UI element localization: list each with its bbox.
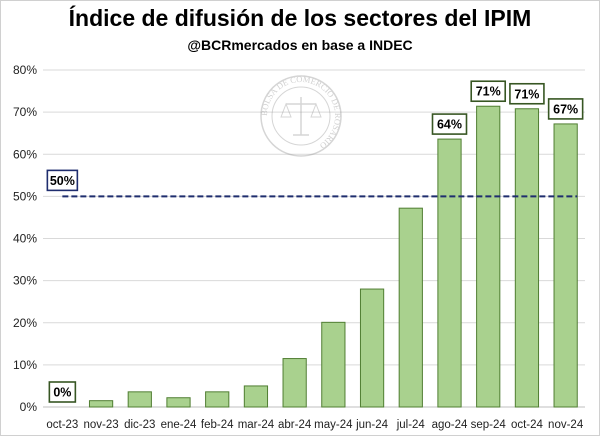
watermark-seal: BOLSA DE COMERCIO DE ROSARIO (259, 74, 343, 157)
x-tick-label: mar-24 (238, 419, 275, 431)
x-axis: oct-23 nov-23 dic-23 ene-24 feb-24 mar-24 abr-… (46, 419, 583, 431)
chart-subtitle: @BCRmercados en base a INDEC (187, 37, 413, 53)
data-label: 0% (53, 386, 71, 400)
y-tick-label: 10% (13, 358, 37, 372)
data-label-box (48, 381, 77, 403)
data-label-box (547, 98, 584, 120)
x-tick-label: dic-23 (124, 419, 155, 431)
bar (282, 358, 307, 408)
reference-line-group: 50% (46, 169, 578, 198)
data-label-box (509, 82, 545, 105)
y-tick-label: 50% (13, 189, 37, 203)
x-tick-label: ago-24 (432, 419, 468, 431)
x-tick-label: feb-24 (201, 419, 234, 431)
x-tick-label: nov-24 (548, 419, 584, 431)
bar (514, 108, 540, 408)
x-tick-label: may-24 (314, 419, 353, 431)
y-tick-label: 60% (13, 147, 37, 161)
bar (476, 105, 501, 408)
gridlines (43, 69, 585, 408)
y-tick-label: 70% (13, 105, 37, 119)
data-label: 71% (476, 85, 501, 99)
x-tick-label: jun-24 (355, 419, 389, 431)
data-label: 71% (514, 87, 539, 101)
bar (321, 321, 346, 408)
data-label: 64% (437, 118, 462, 132)
data-label: 67% (553, 102, 578, 116)
bar (553, 123, 578, 408)
data-labels: 0% 64% 71% 71% 67% (48, 80, 584, 403)
bar (88, 400, 114, 408)
bar (437, 138, 462, 408)
x-tick-label: oct-23 (46, 419, 78, 431)
x-tick-label: ene-24 (161, 419, 197, 431)
y-tick-label: 80% (13, 63, 37, 77)
data-label-box (431, 113, 468, 135)
reference-label-box (46, 169, 79, 192)
bars (88, 105, 578, 408)
x-tick-label: jul-24 (396, 419, 426, 431)
bar (205, 391, 230, 408)
x-tick-label: oct-24 (511, 419, 544, 431)
bar (398, 207, 423, 408)
bar (166, 397, 191, 408)
bar (243, 385, 269, 408)
chart-title: Índice de difusión de los sectores del I… (68, 5, 532, 31)
x-tick-label: abr-24 (278, 419, 312, 431)
bar (359, 288, 385, 408)
x-tick-label: sep-24 (471, 419, 507, 431)
y-tick-label: 30% (13, 274, 37, 288)
bar (127, 391, 152, 408)
y-tick-label: 20% (13, 316, 37, 330)
x-tick-label: nov-23 (83, 419, 118, 431)
y-tick-label: 40% (13, 232, 37, 246)
data-label-box (470, 80, 507, 103)
reference-label: 50% (50, 174, 75, 188)
y-tick-label: 0% (20, 400, 38, 414)
